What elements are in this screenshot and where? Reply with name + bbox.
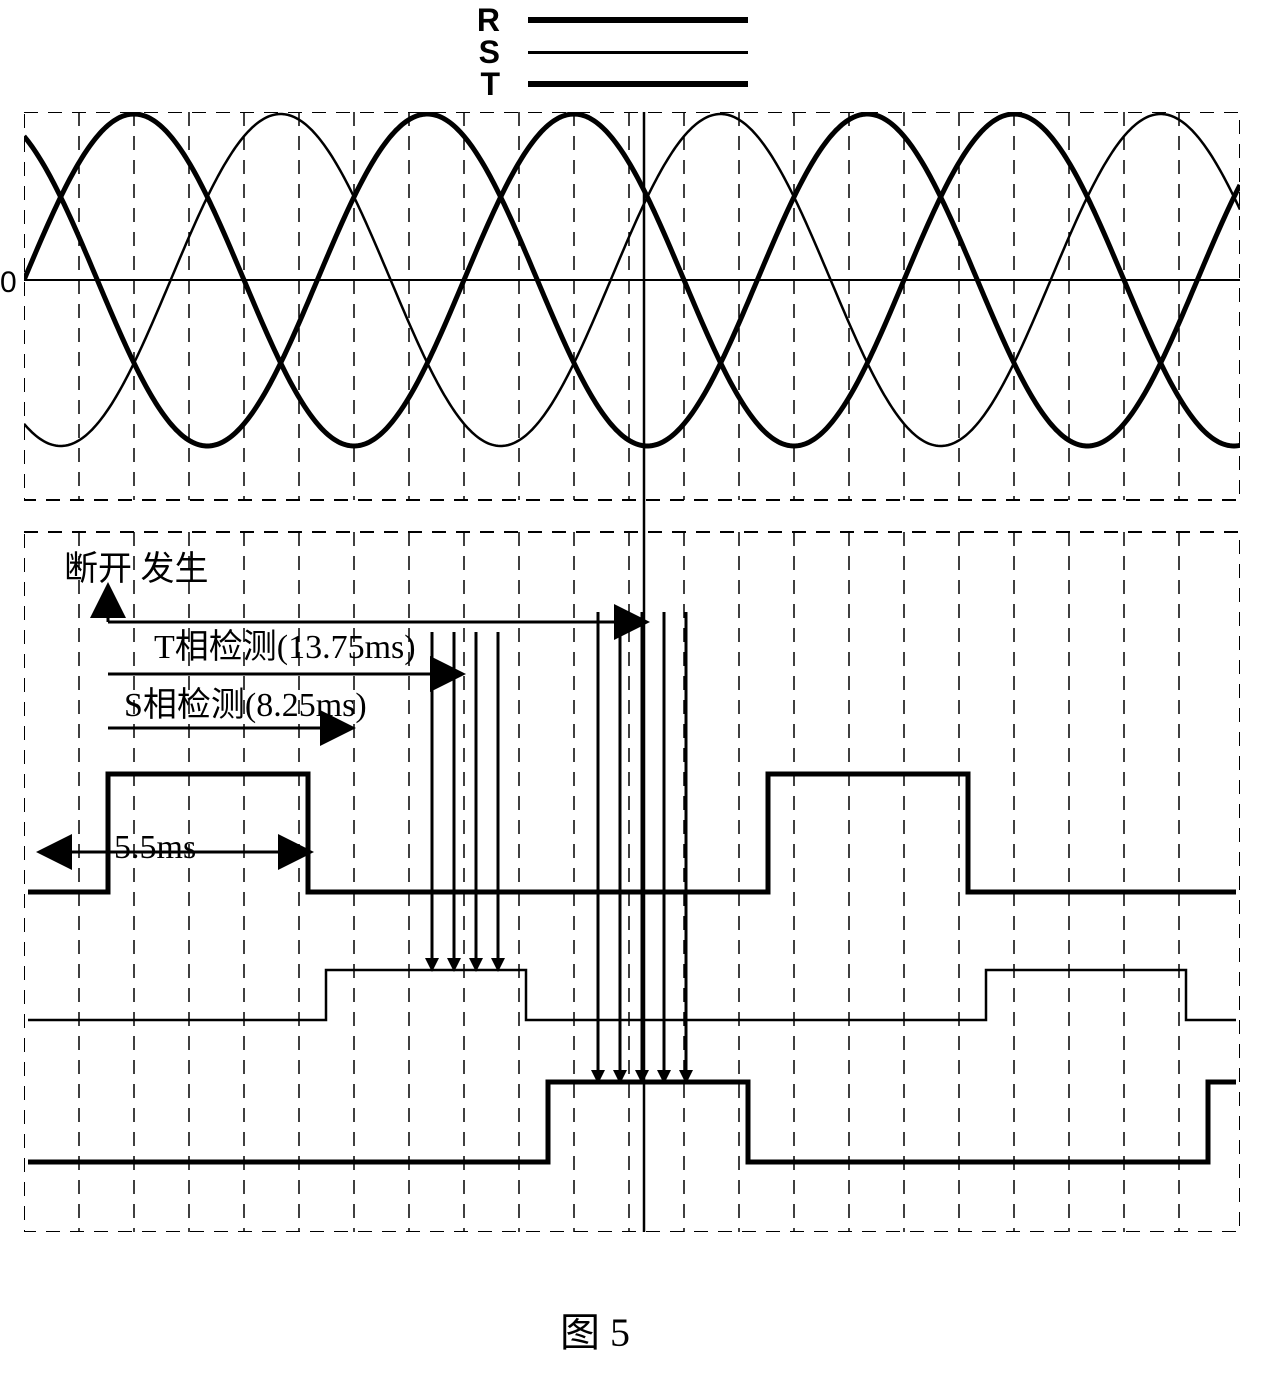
legend-row-s: S: [460, 36, 748, 68]
annotation-t_detect: T相检测(13.75ms): [154, 628, 416, 666]
pulse-T-pulse: [28, 1082, 1236, 1162]
zero-axis-label: 0: [0, 266, 17, 300]
annotation-ms55: 5.5ms: [114, 829, 196, 866]
legend-line: [528, 17, 748, 23]
pulse-R-pulse: [28, 774, 1236, 892]
figure-number-label: 图 5: [560, 1300, 630, 1358]
legend: RST: [460, 4, 748, 100]
pulse-S-pulse: [28, 970, 1236, 1020]
legend-row-r: R: [460, 4, 748, 36]
legend-label: T: [460, 66, 500, 103]
legend-line: [528, 51, 748, 54]
legend-line: [528, 81, 748, 87]
annotation-s_detect: S相检测(8.25ms): [124, 686, 367, 724]
waveform-diagram: 断开 发生 T相检测(13.75ms) S相检测(8.25ms) 5.5ms: [24, 112, 1240, 1232]
annotation-break_occur: 断开 发生: [64, 550, 209, 588]
legend-row-t: T: [460, 68, 748, 100]
page: RST 0 断开 发生 T相检测(13.75ms) S相检测(8.25ms) 5.5m…: [0, 0, 1264, 1374]
